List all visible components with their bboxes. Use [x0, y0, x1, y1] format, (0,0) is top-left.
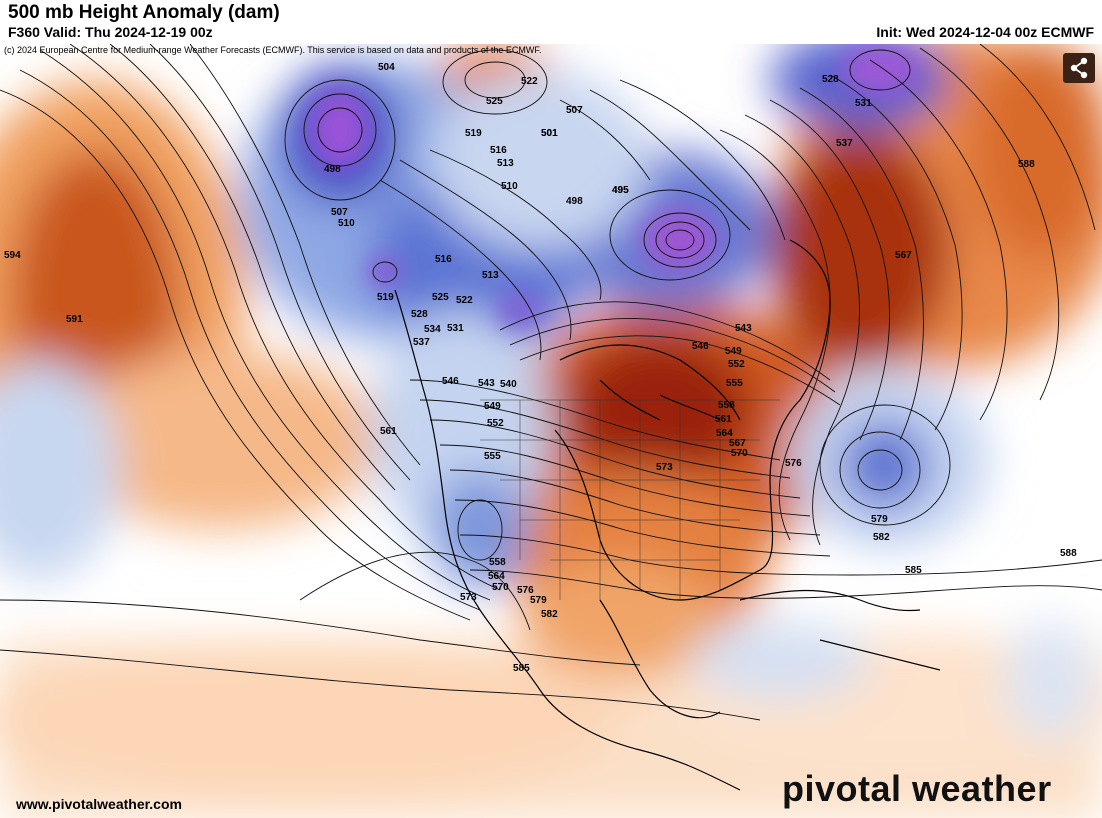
contour-label: 570	[492, 582, 509, 593]
init-time: Init: Wed 2024-12-04 00z ECMWF	[876, 24, 1094, 40]
contour-label: 558	[489, 557, 506, 568]
contour-label: 549	[725, 346, 742, 357]
contour-label: 519	[377, 292, 394, 303]
contour-label: 582	[541, 609, 558, 620]
contour-label: 546	[692, 341, 709, 352]
contour-label: 594	[4, 250, 21, 261]
contour-label: 528	[411, 309, 428, 320]
contour-label: 558	[718, 400, 735, 411]
contour-label: 588	[1060, 548, 1077, 559]
contour-label: 561	[380, 426, 397, 437]
contour-label: 564	[716, 428, 733, 439]
state-borders	[480, 399, 780, 600]
contour-label: 495	[612, 185, 629, 196]
contour-label: 570	[731, 448, 748, 459]
contour-label: 579	[871, 514, 888, 525]
contour-label: 552	[728, 359, 745, 370]
contour-label: 576	[517, 585, 534, 596]
contour-label: 522	[521, 76, 538, 87]
contour-label: 555	[726, 378, 743, 389]
contour-label: 585	[513, 663, 530, 674]
contour-label: 561	[715, 414, 732, 425]
contour-label: 531	[447, 323, 464, 334]
contour-label: 543	[478, 378, 495, 389]
anomaly-shading	[0, 44, 1102, 818]
contour-label: 543	[735, 323, 752, 334]
brand-logo: pivotal weather	[782, 768, 1052, 809]
contour-label: 498	[324, 164, 341, 175]
contour-label: 552	[487, 418, 504, 429]
contour-label: 510	[501, 181, 518, 192]
contour-labels: 504 498 507 510 519 516 513 525 522 528 …	[4, 62, 1077, 674]
contour-label: 513	[497, 158, 514, 169]
contour-label: 573	[460, 592, 477, 603]
contour-label: 564	[488, 571, 505, 582]
contour-label: 510	[338, 218, 355, 229]
contour-label: 516	[435, 254, 452, 265]
contour-label: 582	[873, 532, 890, 543]
map-header: 500 mb Height Anomaly (dam) F360 Valid: …	[0, 0, 1102, 44]
contour-label: 507	[566, 105, 583, 116]
height-contours	[0, 44, 1102, 721]
contour-label: 504	[378, 62, 395, 73]
contour-label: 522	[456, 295, 473, 306]
contour-label: 501	[541, 128, 558, 139]
contour-label: 498	[566, 196, 583, 207]
contour-label: 528	[822, 74, 839, 85]
contour-label: 501	[541, 128, 558, 139]
contour-label: 588	[1018, 159, 1035, 170]
coastlines	[394, 239, 941, 791]
contour-label: 531	[855, 98, 872, 109]
contour-label: 567	[895, 250, 912, 261]
weather-map: 504 498 507 510 519 516 513 525 522 528 …	[0, 44, 1102, 818]
share-icon	[1070, 57, 1088, 79]
contour-label: 579	[530, 595, 547, 606]
contour-label: 573	[656, 462, 673, 473]
contour-label: 591	[66, 314, 83, 325]
contour-label: 516	[490, 145, 507, 156]
contour-label: 513	[482, 270, 499, 281]
contour-label: 576	[785, 458, 802, 469]
contour-label: 534	[424, 324, 441, 335]
valid-time: F360 Valid: Thu 2024-12-19 00z	[8, 24, 213, 40]
share-button[interactable]	[1063, 53, 1095, 83]
map-title: 500 mb Height Anomaly (dam)	[8, 2, 280, 23]
contour-label: 525	[432, 292, 449, 303]
contour-label: 537	[836, 138, 853, 149]
contour-label: 525	[486, 96, 503, 107]
website-link[interactable]: www.pivotalweather.com	[16, 796, 182, 812]
copyright-notice: (c) 2024 European Centre for Medium-rang…	[4, 45, 542, 55]
contour-label: 567	[729, 438, 746, 449]
contour-label: 537	[413, 337, 430, 348]
contour-label: 507	[331, 207, 348, 218]
contour-label: 540	[500, 379, 517, 390]
contour-label: 555	[484, 451, 501, 462]
contour-label: 495	[612, 185, 629, 196]
contour-label: 519	[465, 128, 482, 139]
contour-label: 546	[442, 376, 459, 387]
contour-label: 549	[484, 401, 501, 412]
contour-label: 585	[905, 565, 922, 576]
